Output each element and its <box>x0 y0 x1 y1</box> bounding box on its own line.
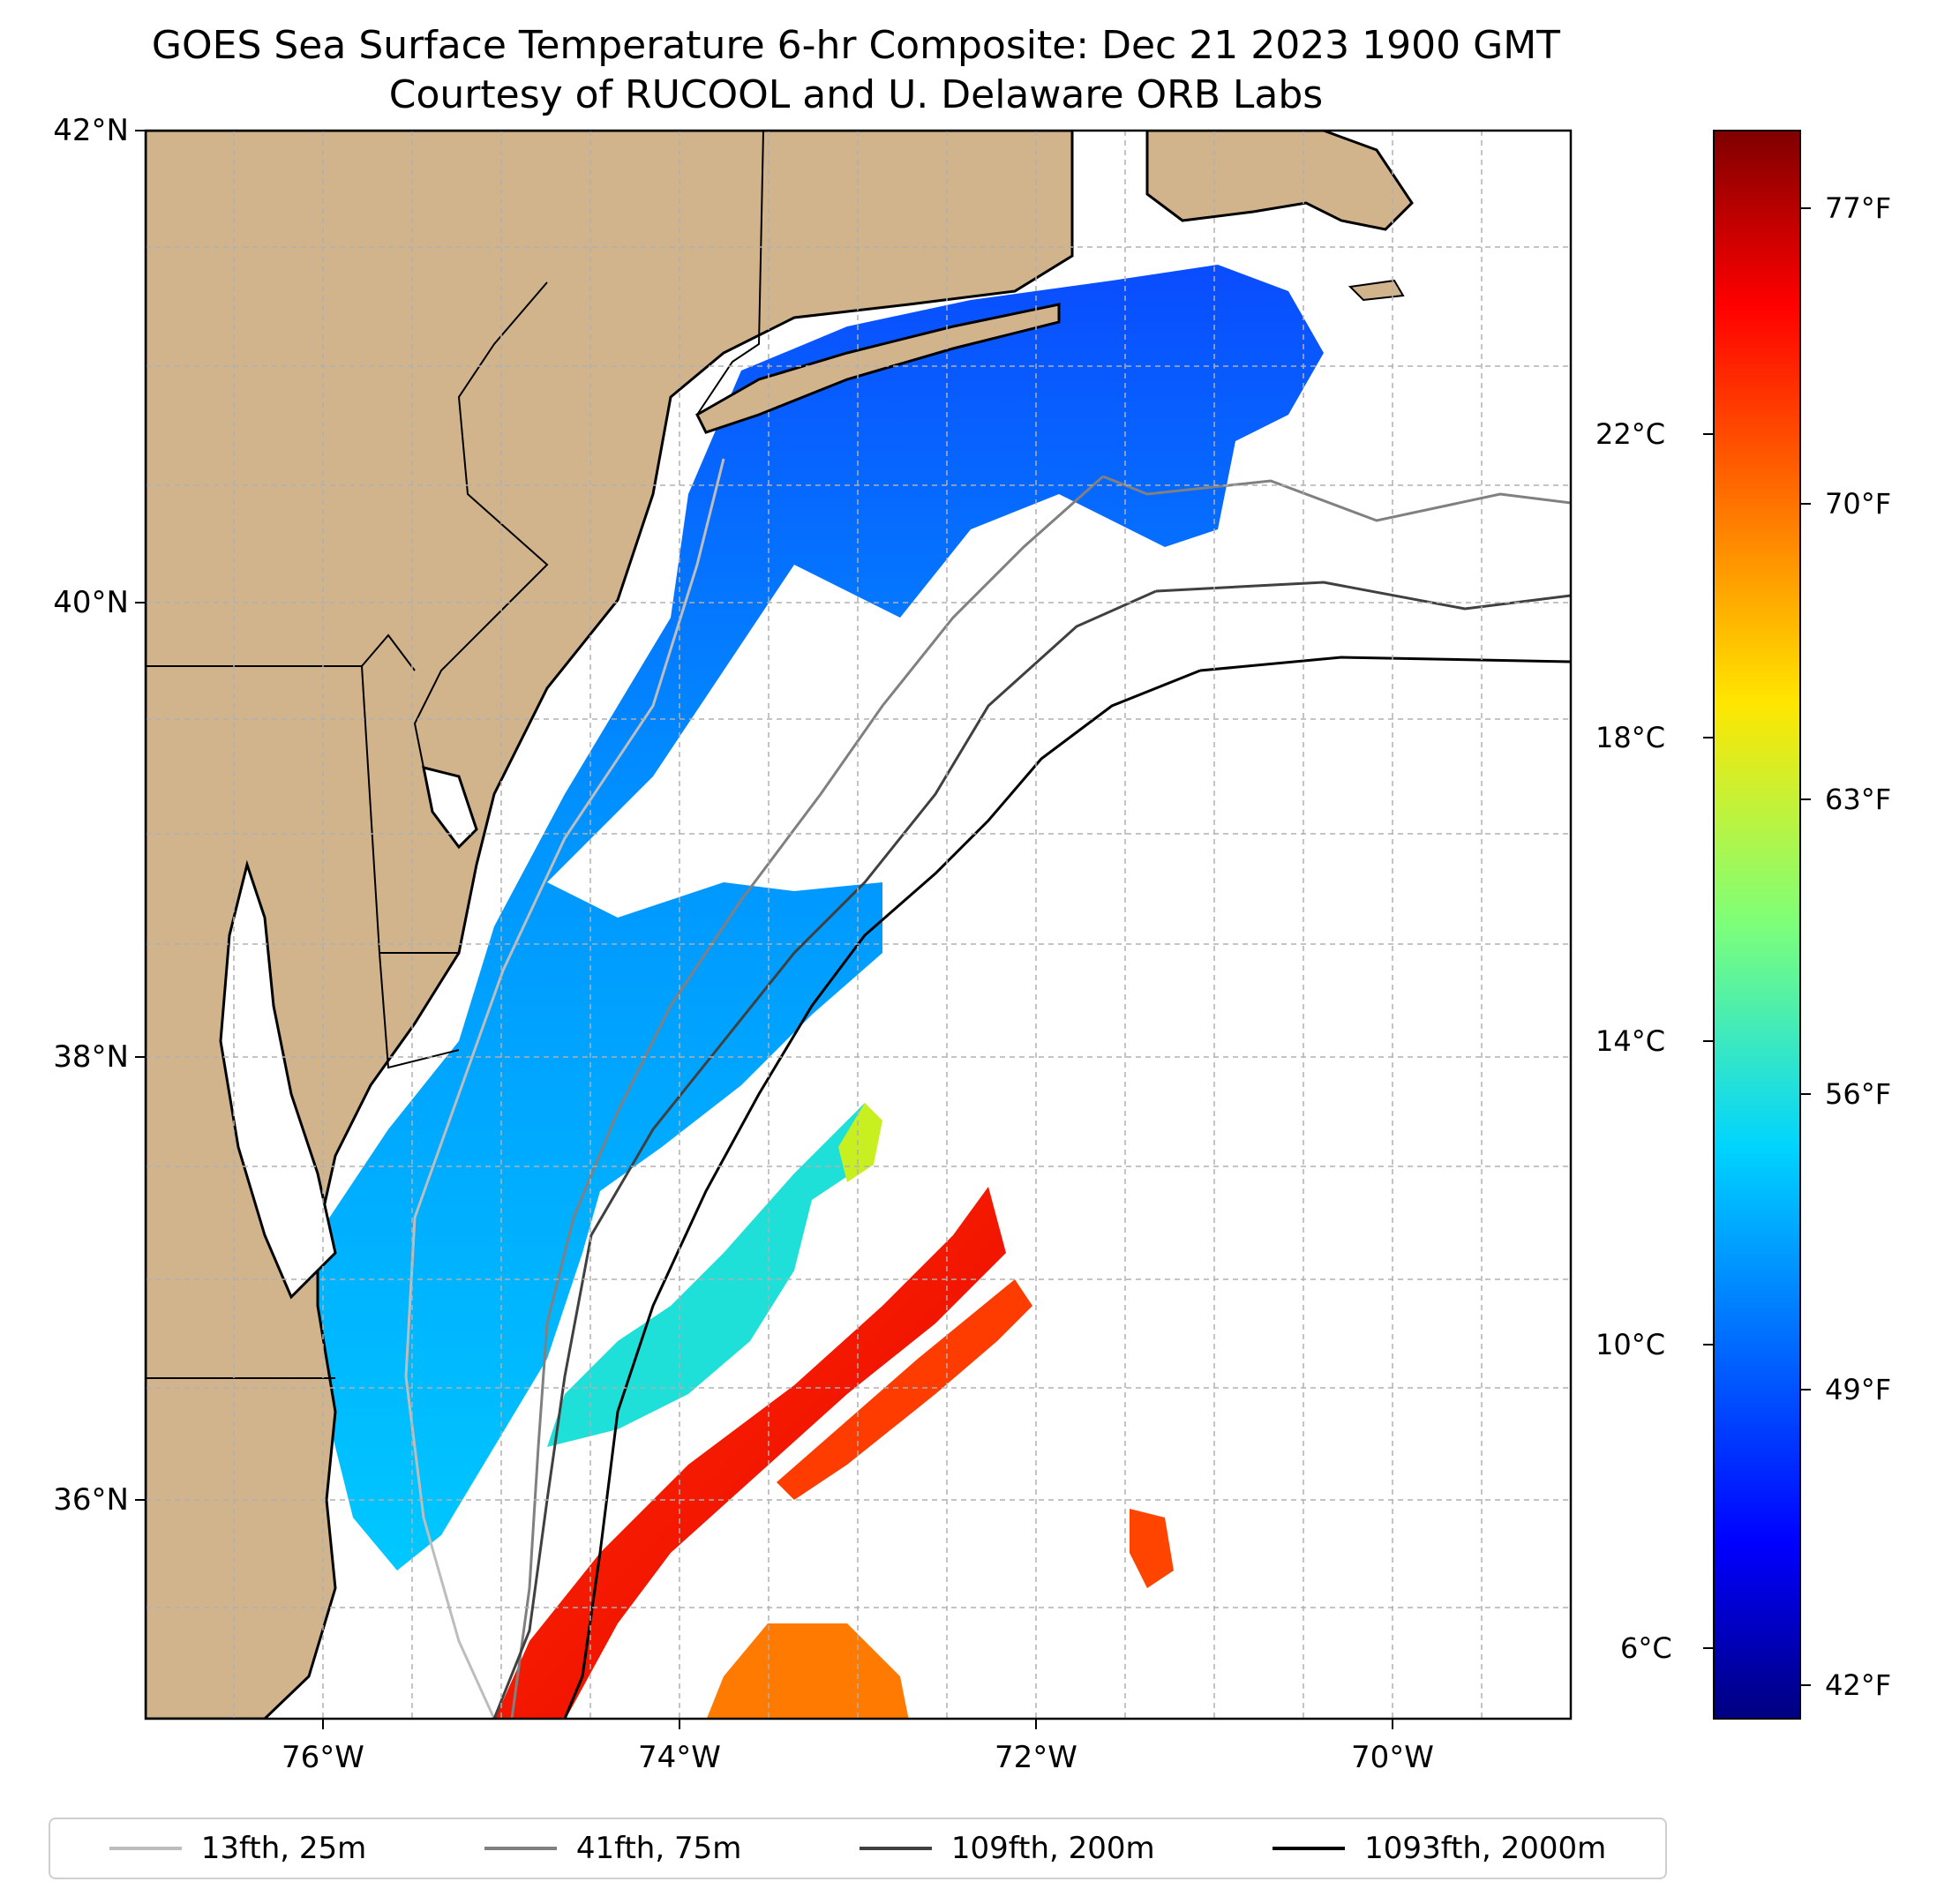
colorbar-label-77f: 77°F <box>1825 191 1892 225</box>
sst-warm-spot <box>838 1103 882 1182</box>
sst-gulf-stream-branch <box>777 1279 1032 1500</box>
legend: 13fth, 25m 41fth, 75m 109fth, 200m 1093f… <box>49 1818 1667 1879</box>
legend-label-75m: 41fth, 75m <box>575 1831 742 1866</box>
isobath-75m <box>510 475 1571 1719</box>
land-mid-atlantic <box>146 131 1074 1719</box>
chart-title: GOES Sea Surface Temperature 6-hr Compos… <box>151 23 1561 68</box>
legend-item-200m: 109fth, 200m <box>859 1831 1155 1866</box>
legend-swatch-2000m <box>1273 1847 1346 1850</box>
lat-label-42n: 42°N <box>53 113 129 148</box>
legend-label-25m: 13fth, 25m <box>200 1831 367 1866</box>
lon-label-74w: 74°W <box>638 1740 721 1775</box>
land-long-island <box>695 303 1061 434</box>
colorbar-label-22c: 22°C <box>1595 417 1666 451</box>
lon-label-76w: 76°W <box>282 1740 364 1775</box>
legend-item-75m: 41fth, 75m <box>484 1831 742 1866</box>
axis-ticks <box>135 130 1393 1729</box>
land-cape-cod <box>1145 131 1414 231</box>
lon-label-70w: 70°W <box>1351 1740 1434 1775</box>
lon-label-72w: 72°W <box>995 1740 1077 1775</box>
colorbar-label-18c: 18°C <box>1595 721 1666 754</box>
state-borders <box>146 131 1073 1379</box>
colorbar-label-63f: 63°F <box>1825 783 1892 816</box>
lat-label-36n: 36°N <box>53 1482 129 1518</box>
legend-swatch-25m <box>109 1847 182 1850</box>
legend-item-2000m: 1093fth, 2000m <box>1273 1831 1606 1866</box>
colorbar-label-49f: 49°F <box>1825 1373 1892 1406</box>
isobath-25m <box>404 458 725 1719</box>
colorbar-label-14c: 14°C <box>1595 1024 1666 1058</box>
sst-warm-eddy <box>1130 1509 1174 1588</box>
lat-label-40n: 40°N <box>53 585 129 620</box>
gridlines <box>146 131 1571 1719</box>
legend-swatch-75m <box>484 1847 557 1850</box>
sst-cold-shelf-region <box>265 265 1324 1570</box>
colorbar-label-42f: 42°F <box>1825 1668 1892 1702</box>
map-frame <box>144 129 1573 1720</box>
colorbar <box>1713 130 1801 1720</box>
land-delaware-bay <box>422 765 478 850</box>
colorbar-label-56f: 56°F <box>1825 1077 1892 1111</box>
land-bay-cut <box>219 859 337 1300</box>
legend-swatch-200m <box>859 1847 932 1850</box>
land-nantucket <box>1348 279 1405 302</box>
sst-cool-region <box>547 1103 865 1447</box>
legend-item-25m: 13fth, 25m <box>109 1831 367 1866</box>
legend-label-200m: 109fth, 200m <box>950 1831 1155 1866</box>
legend-label-2000m: 1093fth, 2000m <box>1364 1831 1607 1866</box>
colorbar-label-70f: 70°F <box>1825 487 1892 521</box>
colorbar-label-10c: 10°C <box>1595 1328 1666 1361</box>
colorbar-ticks <box>1703 207 1811 1686</box>
isobath-2000m <box>563 656 1571 1719</box>
chart-subtitle: Courtesy of RUCOOL and U. Delaware ORB L… <box>388 72 1324 117</box>
lat-label-38n: 38°N <box>53 1039 129 1075</box>
colorbar-label-6c: 6°C <box>1620 1631 1672 1665</box>
sst-warm-offshore <box>706 1623 909 1719</box>
sst-gulf-stream-region <box>494 1187 1006 1719</box>
